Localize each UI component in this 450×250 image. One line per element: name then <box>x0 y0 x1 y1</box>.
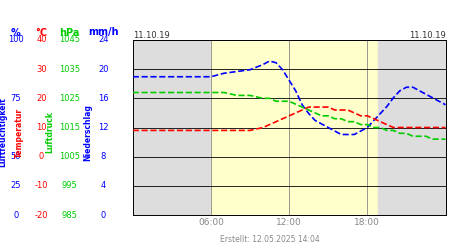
Text: 11.10.19: 11.10.19 <box>409 31 446 40</box>
Text: 0: 0 <box>39 152 44 161</box>
Text: 20: 20 <box>36 94 47 103</box>
Text: Luftfeuchtigkeit: Luftfeuchtigkeit <box>0 98 8 168</box>
Text: -20: -20 <box>35 210 48 220</box>
Text: 985: 985 <box>62 210 78 220</box>
Text: 1025: 1025 <box>59 94 80 103</box>
Text: 1035: 1035 <box>59 65 80 74</box>
Text: Luftdruck: Luftdruck <box>45 112 54 154</box>
Text: 1015: 1015 <box>59 123 80 132</box>
Text: 30: 30 <box>36 65 47 74</box>
Text: 24: 24 <box>98 36 109 44</box>
Text: 12: 12 <box>98 123 109 132</box>
Text: 10: 10 <box>36 123 47 132</box>
Bar <box>211 40 378 215</box>
Text: 0: 0 <box>101 210 106 220</box>
Text: °C: °C <box>36 28 47 38</box>
Text: Niederschlag: Niederschlag <box>83 104 92 161</box>
Text: 75: 75 <box>10 94 21 103</box>
Text: hPa: hPa <box>59 28 80 38</box>
Text: 25: 25 <box>10 181 21 190</box>
Text: 100: 100 <box>8 36 23 44</box>
Text: 1005: 1005 <box>59 152 80 161</box>
Text: %: % <box>11 28 21 38</box>
Text: 0: 0 <box>13 210 18 220</box>
Text: 11.10.19: 11.10.19 <box>133 31 170 40</box>
Text: 20: 20 <box>98 65 109 74</box>
Bar <box>133 40 211 215</box>
Text: -10: -10 <box>35 181 48 190</box>
Text: 4: 4 <box>101 181 106 190</box>
Text: Temperatur: Temperatur <box>15 108 24 158</box>
Text: 8: 8 <box>101 152 106 161</box>
Bar <box>378 40 446 215</box>
Text: 16: 16 <box>98 94 109 103</box>
Text: mm/h: mm/h <box>88 28 119 38</box>
Text: 50: 50 <box>10 152 21 161</box>
Text: 40: 40 <box>36 36 47 44</box>
Text: Erstellt: 12.05.2025 14:04: Erstellt: 12.05.2025 14:04 <box>220 236 320 244</box>
Text: 995: 995 <box>62 181 77 190</box>
Text: 1045: 1045 <box>59 36 80 44</box>
